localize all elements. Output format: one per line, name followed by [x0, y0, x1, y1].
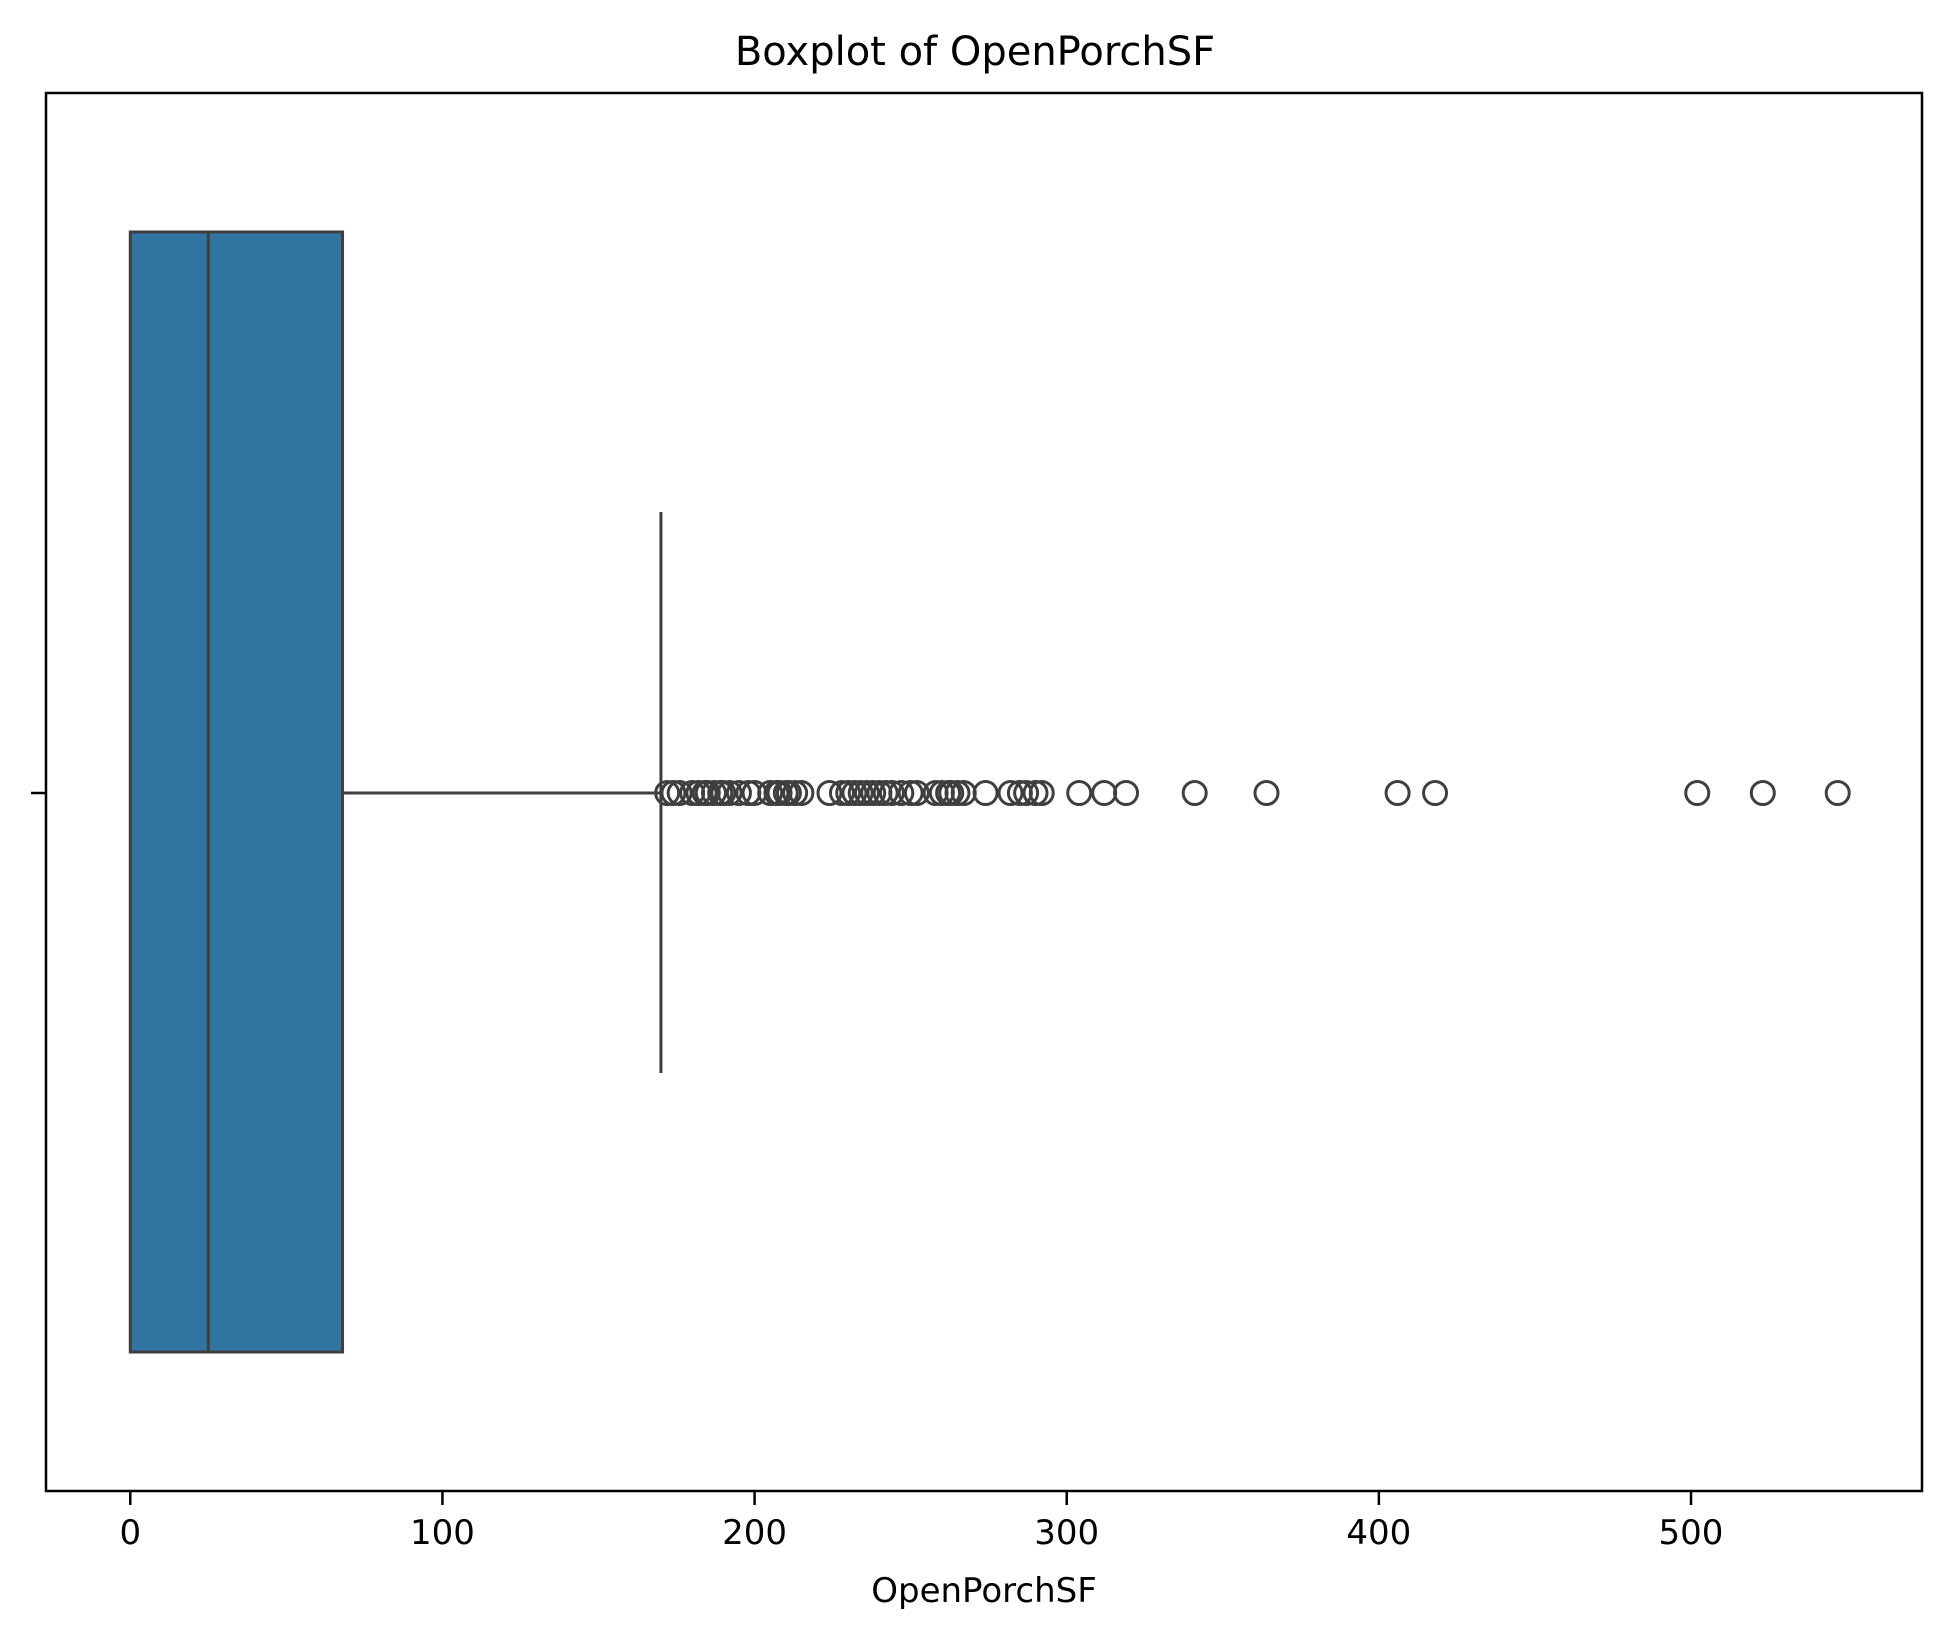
outlier-point [816, 780, 843, 806]
outlier-point [1181, 780, 1208, 806]
outlier-point [666, 780, 693, 806]
outlier-point [1113, 780, 1140, 806]
outlier-point [835, 780, 862, 806]
outlier-point [828, 780, 855, 806]
outlier-point [757, 780, 784, 806]
outlier-point [997, 780, 1024, 806]
outlier-point [1013, 780, 1040, 806]
outlier-point [888, 780, 915, 806]
outlier-point [1684, 780, 1711, 806]
outlier-point [878, 780, 905, 806]
outlier-point [1384, 780, 1411, 806]
x-axis-tick-label: 0 [119, 1513, 141, 1553]
outlier-point [903, 780, 930, 806]
outlier-point [1422, 780, 1449, 806]
plot-area [128, 230, 1851, 1354]
x-axis-tick-label: 100 [410, 1513, 475, 1553]
outlier-point [972, 780, 999, 806]
outlier-point [841, 780, 868, 806]
outlier-point [1022, 780, 1049, 806]
outlier-point [788, 780, 815, 806]
x-axis-tick-label: 500 [1659, 1513, 1724, 1553]
outlier-point [775, 780, 802, 806]
x-axis-tick-label: 400 [1346, 1513, 1411, 1553]
outlier-point [847, 780, 874, 806]
x-axis-tick-label: 200 [722, 1513, 787, 1553]
outlier-point [660, 780, 687, 806]
x-axis: 0 100 200 300 400 500 [119, 1491, 1723, 1553]
outlier-point [853, 780, 880, 806]
outlier-point [1028, 780, 1055, 806]
outlier-point [897, 780, 924, 806]
x-axis-tick-label: 300 [1034, 1513, 1099, 1553]
chart-title: Boxplot of OpenPorchSF [735, 29, 1215, 75]
outlier-point [654, 780, 681, 806]
outlier-point [725, 780, 752, 806]
outlier-point [716, 780, 743, 806]
iqr-box [128, 230, 345, 1354]
outlier-point [1253, 780, 1280, 806]
outlier-point [782, 780, 809, 806]
outlier-point [872, 780, 899, 806]
outlier-point [700, 780, 727, 806]
outlier-point [1066, 780, 1093, 806]
x-axis-label: OpenPorchSF [871, 1571, 1097, 1611]
outlier-point [860, 780, 887, 806]
outlier-point [938, 780, 965, 806]
outlier-point [710, 780, 737, 806]
outlier-point [944, 780, 971, 806]
outlier-point [1824, 780, 1851, 806]
outlier-point [1091, 780, 1118, 806]
outlier-point [1749, 780, 1776, 806]
